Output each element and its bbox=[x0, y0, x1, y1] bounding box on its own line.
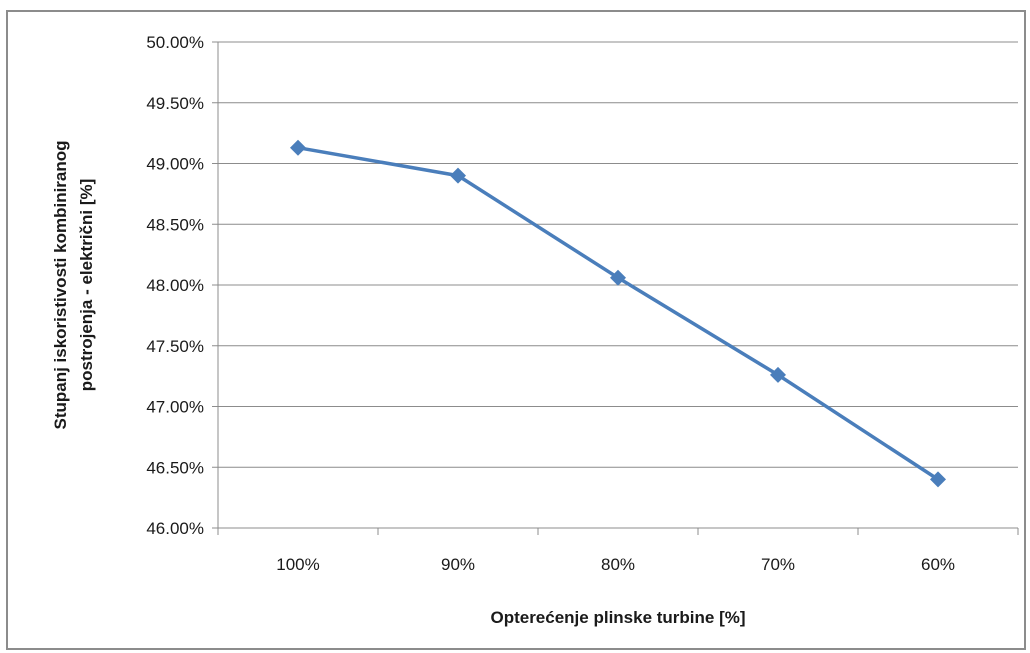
y-tick-label: 50.00% bbox=[146, 33, 204, 52]
y-tick-label: 47.50% bbox=[146, 337, 204, 356]
x-tick-label: 60% bbox=[921, 555, 955, 574]
y-tick-label: 48.00% bbox=[146, 276, 204, 295]
x-tick-labels: 100% 90% 80% 70% 60% bbox=[276, 555, 955, 574]
data-point-marker bbox=[930, 471, 946, 488]
series-line bbox=[297, 145, 939, 481]
data-point-marker bbox=[610, 269, 626, 286]
y-tick-label: 46.00% bbox=[146, 519, 204, 538]
axes bbox=[212, 41, 1019, 535]
x-tick-label: 70% bbox=[761, 555, 795, 574]
x-tick-label: 100% bbox=[276, 555, 319, 574]
y-axis-title-line-1: Stupanj iskoristivosti kombiniranog bbox=[51, 140, 70, 429]
x-tick-label: 90% bbox=[441, 555, 475, 574]
x-axis-title: Opterećenje plinske turbine [%] bbox=[490, 608, 745, 627]
y-tick-label: 49.50% bbox=[146, 94, 204, 113]
x-tick-label: 80% bbox=[601, 555, 635, 574]
chart-frame bbox=[6, 10, 1026, 650]
y-tick-label: 47.00% bbox=[146, 398, 204, 417]
y-axis-title: Stupanj iskoristivosti kombiniranog post… bbox=[51, 140, 96, 429]
y-axis-title-line-2: postrojenja - električni [%] bbox=[77, 179, 96, 392]
series-layer bbox=[290, 139, 946, 488]
y-tick-label: 48.50% bbox=[146, 215, 204, 234]
data-point-marker bbox=[450, 167, 466, 184]
y-tick-label: 46.50% bbox=[146, 458, 204, 477]
y-tick-labels: 46.00% 46.50% 47.00% 47.50% 48.00% 48.50% 49.0… bbox=[146, 33, 204, 538]
data-point-marker bbox=[290, 139, 306, 156]
y-tick-label: 49.00% bbox=[146, 155, 204, 174]
data-point-marker bbox=[770, 366, 786, 383]
